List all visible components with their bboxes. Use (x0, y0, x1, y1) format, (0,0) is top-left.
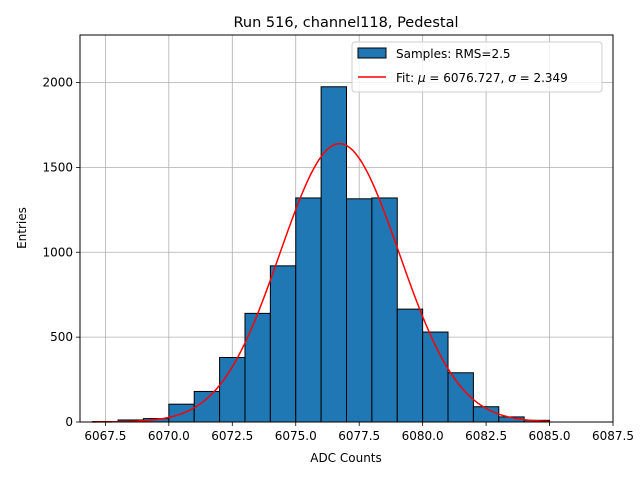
histogram-bars (92, 86, 551, 423)
x-tick-label: 6067.5 (84, 429, 126, 443)
histogram-bar (320, 86, 348, 423)
legend-box (351, 41, 603, 93)
histogram-bar (193, 390, 221, 423)
x-tick-label: 6072.5 (211, 429, 253, 443)
x-tick-label: 6087.5 (592, 429, 634, 443)
legend-histogram-label: Samples: RMS=2.5 (396, 47, 511, 61)
gaussian-fit-line (92, 142, 550, 423)
x-tick-label: 6075.0 (275, 429, 317, 443)
y-tick-label: 1500 (42, 160, 73, 174)
plot-frame (79, 34, 614, 423)
gaussian-fit (92, 142, 550, 423)
histogram-bar (396, 308, 424, 423)
x-tick-label: 6080.0 (402, 429, 444, 443)
chart-title: Run 516, channel118, Pedestal (233, 15, 458, 31)
x-axis-ticks: 6067.5 6070.0 6072.5 6075.0 6077.5 6080.0 6082… (84, 422, 634, 443)
histogram-bar (269, 265, 297, 423)
y-tick-label: 0 (65, 415, 73, 429)
x-tick-label: 6077.5 (338, 429, 380, 443)
y-tick-label: 1000 (42, 245, 73, 259)
histogram-bar (346, 198, 373, 423)
y-tick-label: 500 (50, 330, 73, 344)
x-axis-label: ADC Counts (310, 451, 382, 465)
legend-histogram-swatch (357, 47, 387, 59)
histogram-bar (295, 197, 322, 423)
legend-fit-label: Fit: μ = 6076.727, σ = 2.349 (396, 71, 568, 85)
y-axis-ticks: 0 500 1000 1500 2000 (42, 76, 80, 429)
x-tick-label: 6070.0 (148, 429, 190, 443)
histogram-bar (371, 197, 398, 423)
legend: Samples: RMS=2.5 Fit: μ = 6076.727, σ = … (351, 41, 603, 93)
x-tick-label: 6082.5 (465, 429, 507, 443)
y-tick-label: 2000 (42, 76, 73, 90)
y-axis-label: Entries (15, 207, 29, 249)
histogram-bar (447, 372, 474, 423)
x-tick-label: 6085.0 (529, 429, 571, 443)
histogram-bar (244, 312, 271, 423)
